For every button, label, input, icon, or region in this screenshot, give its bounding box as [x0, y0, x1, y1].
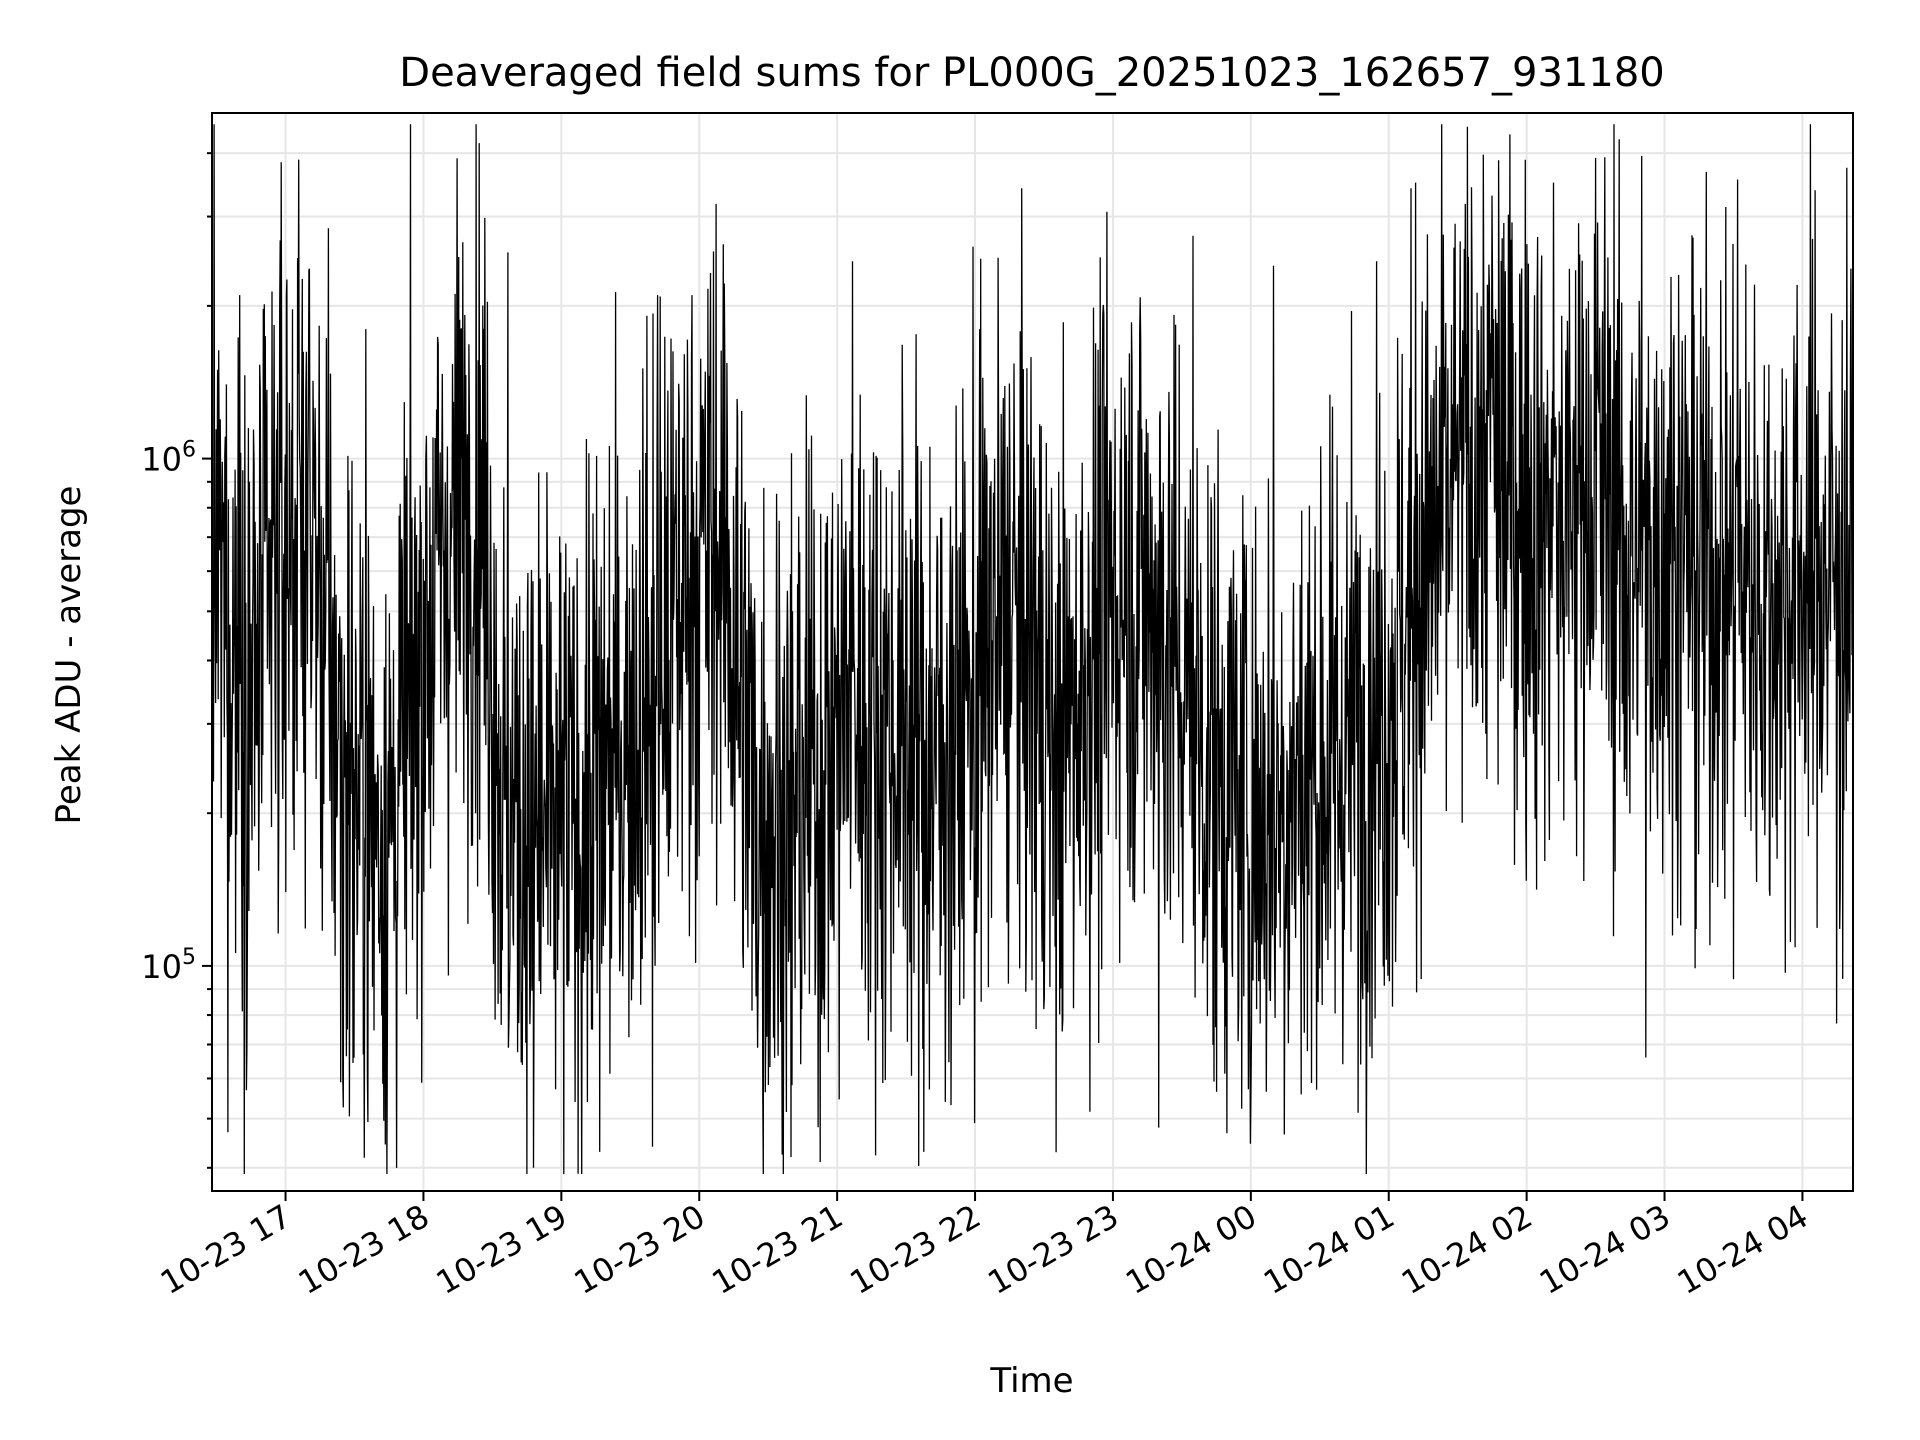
x-tick-label: 10-23 18	[292, 1197, 436, 1302]
y-tick-label: 105	[141, 945, 196, 986]
chart-title: Deaveraged field sums for PL000G_2025102…	[399, 50, 1664, 96]
x-tick-label: 10-24 00	[1119, 1197, 1263, 1302]
y-axis-label: Peak ADU - average	[49, 486, 89, 825]
x-tick-label: 10-24 01	[1257, 1197, 1401, 1302]
x-tick-label: 10-23 21	[706, 1197, 850, 1302]
y-tick-exponent: 5	[182, 945, 196, 970]
x-tick-label: 10-23 19	[430, 1197, 574, 1302]
y-tick-label: 106	[141, 438, 196, 479]
x-tick-label: 10-23 23	[981, 1197, 1125, 1302]
y-tick-exponent: 6	[182, 438, 196, 463]
y-tick-base: 10	[141, 441, 182, 479]
x-tick-label: 10-24 02	[1395, 1197, 1539, 1302]
plot-frame	[211, 112, 1854, 1192]
x-tick-label: 10-23 20	[568, 1197, 712, 1302]
series-line	[211, 124, 1854, 1175]
x-axis-label: Time	[989, 1361, 1073, 1401]
data-series	[211, 124, 1854, 1175]
x-tick-label: 10-23 17	[154, 1197, 298, 1302]
x-tick-label: 10-24 03	[1533, 1197, 1677, 1302]
x-tick-label: 10-23 22	[843, 1197, 987, 1302]
y-tick-base: 10	[141, 948, 182, 986]
x-tick-label: 10-24 04	[1671, 1197, 1815, 1302]
